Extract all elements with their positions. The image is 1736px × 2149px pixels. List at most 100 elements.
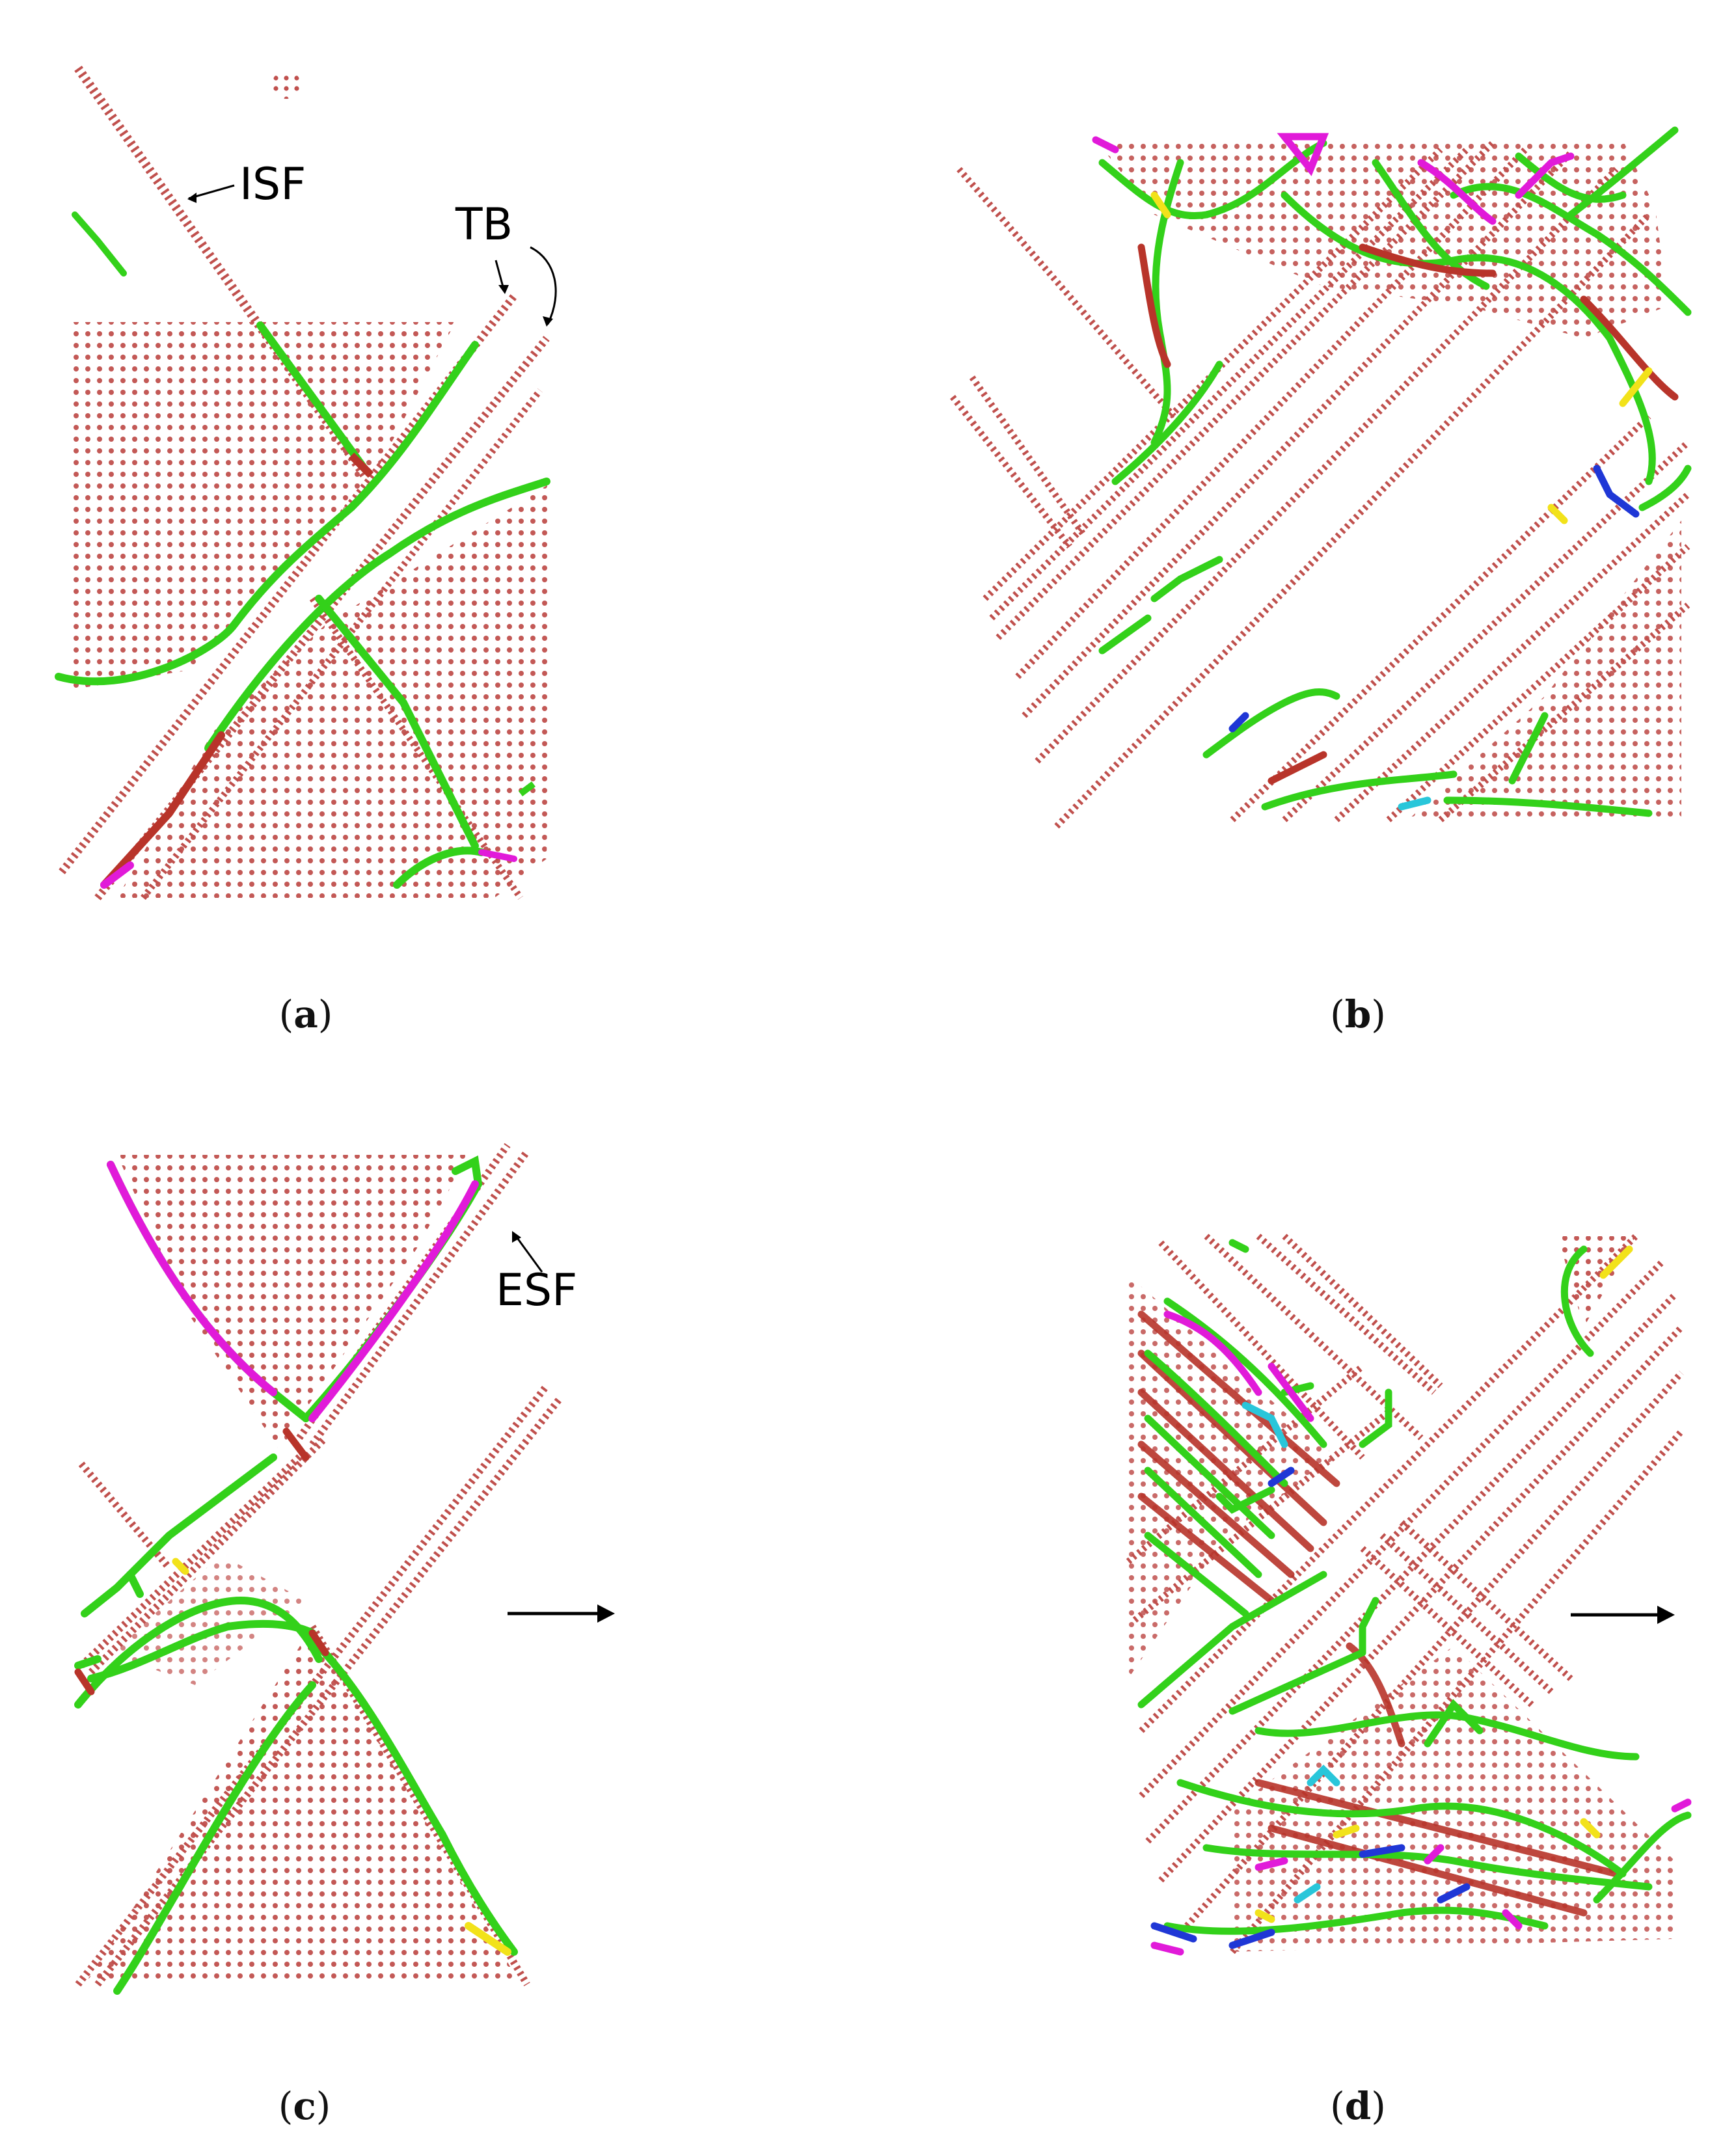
atom-region xyxy=(117,1155,468,1451)
dislocation-line xyxy=(81,1453,277,1617)
dislocation-line xyxy=(1150,1922,1197,1943)
dislocation-line xyxy=(1437,1883,1471,1904)
dislocation-line xyxy=(1163,1297,1327,1448)
dislocation-line xyxy=(1515,152,1627,203)
dislocation-line xyxy=(1424,1844,1444,1865)
dislocation-line xyxy=(1638,465,1692,511)
dislocation-line xyxy=(1277,133,1329,176)
caption-c: (c) xyxy=(278,2084,331,2128)
panel-d-figure xyxy=(1126,1234,1692,1956)
panel-c-figure xyxy=(74,1142,563,1995)
dislocation-line xyxy=(1359,1388,1392,1448)
dislocation-line xyxy=(465,1922,511,1956)
dislocation-line xyxy=(1176,1779,1627,1878)
dislocation-line xyxy=(308,1180,479,1422)
dislocation-line xyxy=(1333,1824,1360,1839)
dislocation-line xyxy=(1261,770,1458,811)
dislocation-line xyxy=(100,731,225,889)
dislocation-line xyxy=(1098,614,1152,655)
dislocation-line xyxy=(1228,712,1249,733)
dislocation-line xyxy=(1111,360,1223,485)
dislocation-line xyxy=(1163,1906,1549,1935)
esf-label: ESF xyxy=(496,1265,578,1316)
panel-a: ISF TB (a) xyxy=(0,0,846,1041)
atom-region xyxy=(1408,520,1681,820)
isf-label: ISF xyxy=(239,159,306,210)
dislocation-line xyxy=(113,1681,316,1995)
dislocation-line xyxy=(1255,1909,1275,1923)
dislocation-line xyxy=(1560,1245,1594,1357)
dislocation-line xyxy=(1502,1909,1523,1930)
atom-region xyxy=(117,481,553,898)
isf-line xyxy=(74,65,368,478)
dislocation-line xyxy=(1202,1844,1653,1891)
panel-b-figure xyxy=(950,126,1692,829)
dislocation-line xyxy=(1150,191,1171,219)
dislocation-line xyxy=(74,1655,102,1669)
dislocation-line xyxy=(1359,1597,1379,1656)
dislocation-line xyxy=(1202,688,1340,759)
dislocation-line xyxy=(1150,556,1223,602)
dislocation-line xyxy=(1228,1649,1366,1715)
tb-line xyxy=(59,293,517,874)
dislocation-line xyxy=(1255,1857,1288,1871)
dislocation-line xyxy=(1228,1239,1249,1253)
dislocation-line xyxy=(1450,183,1692,316)
dislocation-line xyxy=(1228,1928,1275,1949)
dislocation-line xyxy=(126,1571,144,1598)
dislocation-line xyxy=(1268,1466,1295,1487)
dislocation-line xyxy=(1593,1811,1692,1904)
dislocation-line xyxy=(1268,1362,1314,1422)
dislocation-line xyxy=(1619,367,1653,407)
dislocation-line xyxy=(1098,139,1327,219)
dislocation-line xyxy=(1547,504,1568,524)
dislocation-line xyxy=(1417,159,1497,225)
dislocation-line xyxy=(1150,1941,1184,1956)
dislocation-line xyxy=(55,341,479,686)
dislocation-line xyxy=(308,1636,518,1956)
dislocation-line xyxy=(87,1619,316,1683)
dislocation-line xyxy=(256,321,368,472)
dislocation-line xyxy=(100,861,134,889)
tb-arrows xyxy=(495,246,557,327)
caption-d: (d) xyxy=(1330,2084,1386,2128)
dislocation-line xyxy=(1163,1310,1262,1396)
dislocation-line xyxy=(1359,1844,1405,1858)
dislocation-line xyxy=(1144,1466,1262,1578)
dislocation-line xyxy=(393,846,485,889)
dislocation-line xyxy=(1593,465,1640,518)
dislocation-line xyxy=(478,849,517,862)
tb-label: TB xyxy=(455,199,513,250)
panel-a-figure xyxy=(55,65,553,900)
panel-d: (d) xyxy=(868,1080,1736,2149)
dislocation-line xyxy=(172,1558,189,1575)
dislocation-line xyxy=(1599,1245,1633,1279)
dislocation-line xyxy=(1144,1349,1288,1487)
caption-b: (b) xyxy=(1330,992,1386,1036)
panel-c: ESF (c) xyxy=(0,1080,846,2149)
dislocation-line xyxy=(1398,796,1431,811)
atom-region xyxy=(72,322,455,690)
dislocation-line xyxy=(204,478,550,752)
dislocation-line xyxy=(1424,1699,1484,1748)
panel-b: (b) xyxy=(868,0,1736,1041)
dislocation-line xyxy=(1515,152,1575,199)
dislocation-line xyxy=(1241,1401,1288,1448)
isf-arrow xyxy=(187,184,235,203)
dislocation-line xyxy=(107,1161,277,1396)
dislocation-line xyxy=(1281,191,1656,485)
atom-region xyxy=(85,1627,521,1984)
dislocation-line xyxy=(1092,136,1119,154)
dislocation-line xyxy=(1307,1764,1340,1787)
dislocation-line xyxy=(72,211,127,277)
dislocation-line xyxy=(315,595,479,850)
esf-arrow xyxy=(508,1231,615,1623)
dislocation-line xyxy=(1144,1532,1249,1617)
dislocation-line xyxy=(1137,1571,1327,1709)
dislocation-line xyxy=(1294,1883,1321,1904)
dislocation-line xyxy=(1144,1414,1275,1539)
dislocation-line xyxy=(1443,796,1653,817)
dislocation-line xyxy=(1508,712,1549,785)
dislocation-line xyxy=(1671,1798,1692,1813)
esf-line xyxy=(309,1149,530,1447)
